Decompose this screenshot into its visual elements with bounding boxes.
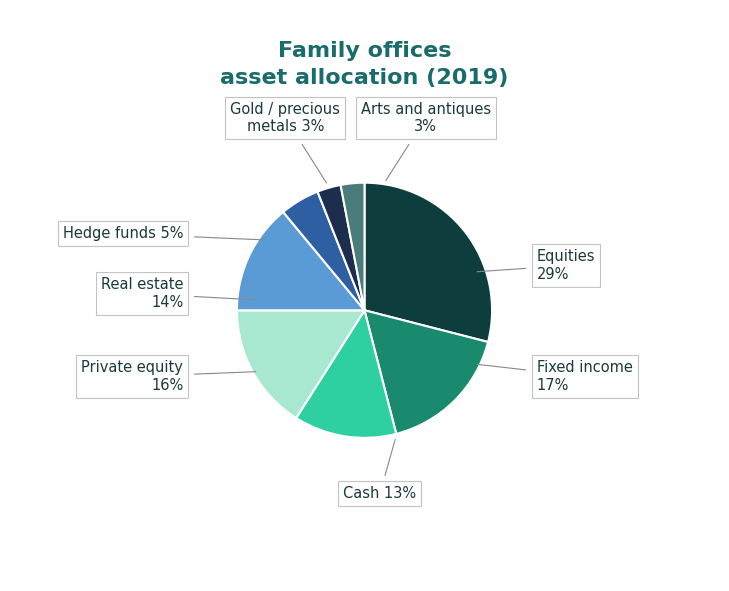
Text: Arts and antiques
3%: Arts and antiques 3% xyxy=(361,102,491,180)
Wedge shape xyxy=(340,183,364,310)
Wedge shape xyxy=(283,191,364,310)
Text: Private equity
16%: Private equity 16% xyxy=(82,361,256,393)
Text: Hedge funds 5%: Hedge funds 5% xyxy=(63,226,265,241)
Text: Cash 13%: Cash 13% xyxy=(343,439,416,501)
Wedge shape xyxy=(364,183,492,342)
Text: Gold / precious
metals 3%: Gold / precious metals 3% xyxy=(230,102,340,183)
Wedge shape xyxy=(296,310,397,438)
Wedge shape xyxy=(318,185,364,310)
Wedge shape xyxy=(237,212,364,310)
Text: Real estate
14%: Real estate 14% xyxy=(101,278,256,310)
Text: Equities
29%: Equities 29% xyxy=(477,249,595,282)
Wedge shape xyxy=(364,310,488,434)
Text: Family offices
asset allocation (2019): Family offices asset allocation (2019) xyxy=(220,41,509,88)
Wedge shape xyxy=(237,310,364,418)
Text: Fixed income
17%: Fixed income 17% xyxy=(477,361,633,393)
